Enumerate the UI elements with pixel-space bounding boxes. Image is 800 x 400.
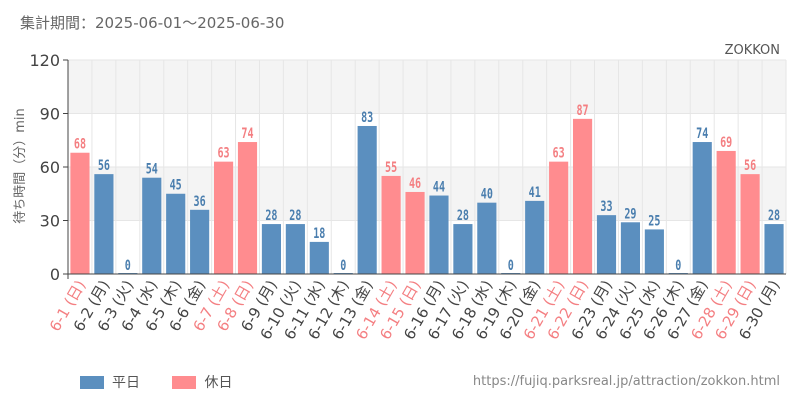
bar-value-label: 87 — [576, 102, 588, 118]
y-axis-label: 待ち時間（分）min — [13, 108, 28, 224]
bar-value-label: 28 — [768, 207, 780, 223]
bar-value-label: 54 — [146, 161, 158, 177]
bar-6-30 — [764, 224, 784, 274]
bar-value-label: 63 — [217, 145, 229, 161]
bar-6-25 — [644, 229, 664, 274]
bar-value-label: 55 — [385, 159, 397, 175]
bar-value-label: 28 — [289, 207, 301, 223]
bar-value-label: 0 — [508, 257, 514, 273]
bar-6-27 — [692, 142, 712, 274]
chart-legend: 平日 休日 — [80, 372, 260, 393]
period-label: 集計期間： — [20, 14, 96, 32]
bar-value-label: 45 — [170, 177, 182, 193]
bar-6-17 — [453, 224, 473, 274]
bar-value-label: 0 — [340, 257, 346, 273]
bar-value-label: 33 — [600, 199, 612, 215]
bar-6-22 — [572, 118, 593, 274]
bar-value-label: 63 — [553, 145, 565, 161]
bar-6-9 — [261, 224, 282, 274]
bar-value-label: 18 — [313, 225, 325, 241]
bar-6-1 — [70, 152, 90, 274]
bar-value-label: 83 — [361, 109, 373, 125]
bar-6-18 — [477, 202, 497, 274]
y-tick-label: 0 — [50, 265, 60, 284]
bar-6-2 — [94, 174, 114, 274]
bar-value-label: 74 — [241, 125, 253, 141]
bar-6-16 — [429, 195, 449, 274]
bar-6-7 — [213, 161, 234, 274]
bar-6-20 — [525, 200, 545, 274]
period-range: 2025-06-01〜2025-06-30 — [95, 14, 285, 32]
bar-value-label: 29 — [624, 206, 636, 222]
bar-value-label: 0 — [675, 257, 681, 273]
bar-value-label: 74 — [696, 125, 708, 141]
bar-6-23 — [596, 215, 617, 274]
bar-value-label: 40 — [481, 186, 493, 202]
bar-6-24 — [620, 222, 641, 274]
chart-title: ZOKKON — [725, 43, 780, 58]
y-tick-label: 120 — [29, 51, 60, 70]
bar-6-8 — [237, 142, 258, 274]
bar-6-5 — [166, 193, 186, 274]
chart-axes — [63, 60, 786, 279]
chart-data-labels: 68 56 0 54 45 36 63 74 28 28 18 0 83 55 46 44 28 40 0 41 63 8… — [74, 102, 780, 273]
y-tick-label: 90 — [40, 105, 60, 124]
bar-value-label: 28 — [457, 207, 469, 223]
bar-value-label: 56 — [744, 158, 756, 174]
y-tick-label: 60 — [40, 158, 60, 177]
legend-swatch-weekday — [80, 375, 104, 389]
x-tick-labels: 6-1 (日)6-2 (月)6-3 (火)6-4 (水)6-5 (木)6-6 (… — [46, 277, 784, 343]
legend-label-holiday: 休日 — [204, 375, 233, 391]
bar-value-label: 28 — [265, 207, 277, 223]
bar-value-label: 56 — [98, 158, 110, 174]
y-tick-labels: 0 30 60 90 120 — [29, 51, 68, 284]
chart-bars — [70, 118, 784, 274]
bar-6-21 — [549, 161, 569, 274]
bar-value-label: 25 — [648, 213, 660, 229]
bar-value-label: 46 — [409, 175, 421, 191]
bar-6-10 — [285, 224, 305, 274]
bar-value-label: 36 — [194, 193, 206, 209]
legend-item-holiday: 休日 — [172, 372, 232, 392]
bar-6-28 — [716, 150, 736, 274]
legend-swatch-holiday — [172, 375, 197, 389]
bar-value-label: 0 — [125, 257, 131, 273]
legend-label-weekday: 平日 — [112, 375, 140, 391]
bar-6-14 — [381, 175, 401, 274]
bar-6-11 — [309, 241, 329, 274]
legend-item-weekday: 平日 — [80, 372, 140, 392]
bar-6-15 — [405, 191, 425, 274]
bar-value-label: 41 — [529, 184, 541, 200]
bar-value-label: 69 — [720, 134, 732, 150]
bar-6-13 — [357, 125, 377, 274]
period-header: 集計期間：2025-06-01〜2025-06-30 — [20, 12, 284, 33]
bar-value-label: 68 — [74, 136, 86, 152]
source-url: https://fujiq.parksreal.jp/attraction/zo… — [472, 374, 780, 389]
bar-6-4 — [142, 177, 162, 274]
y-tick-label: 30 — [40, 212, 60, 231]
bar-value-label: 44 — [433, 179, 445, 195]
bar-6-6 — [190, 209, 210, 274]
bar-6-29 — [740, 174, 760, 274]
